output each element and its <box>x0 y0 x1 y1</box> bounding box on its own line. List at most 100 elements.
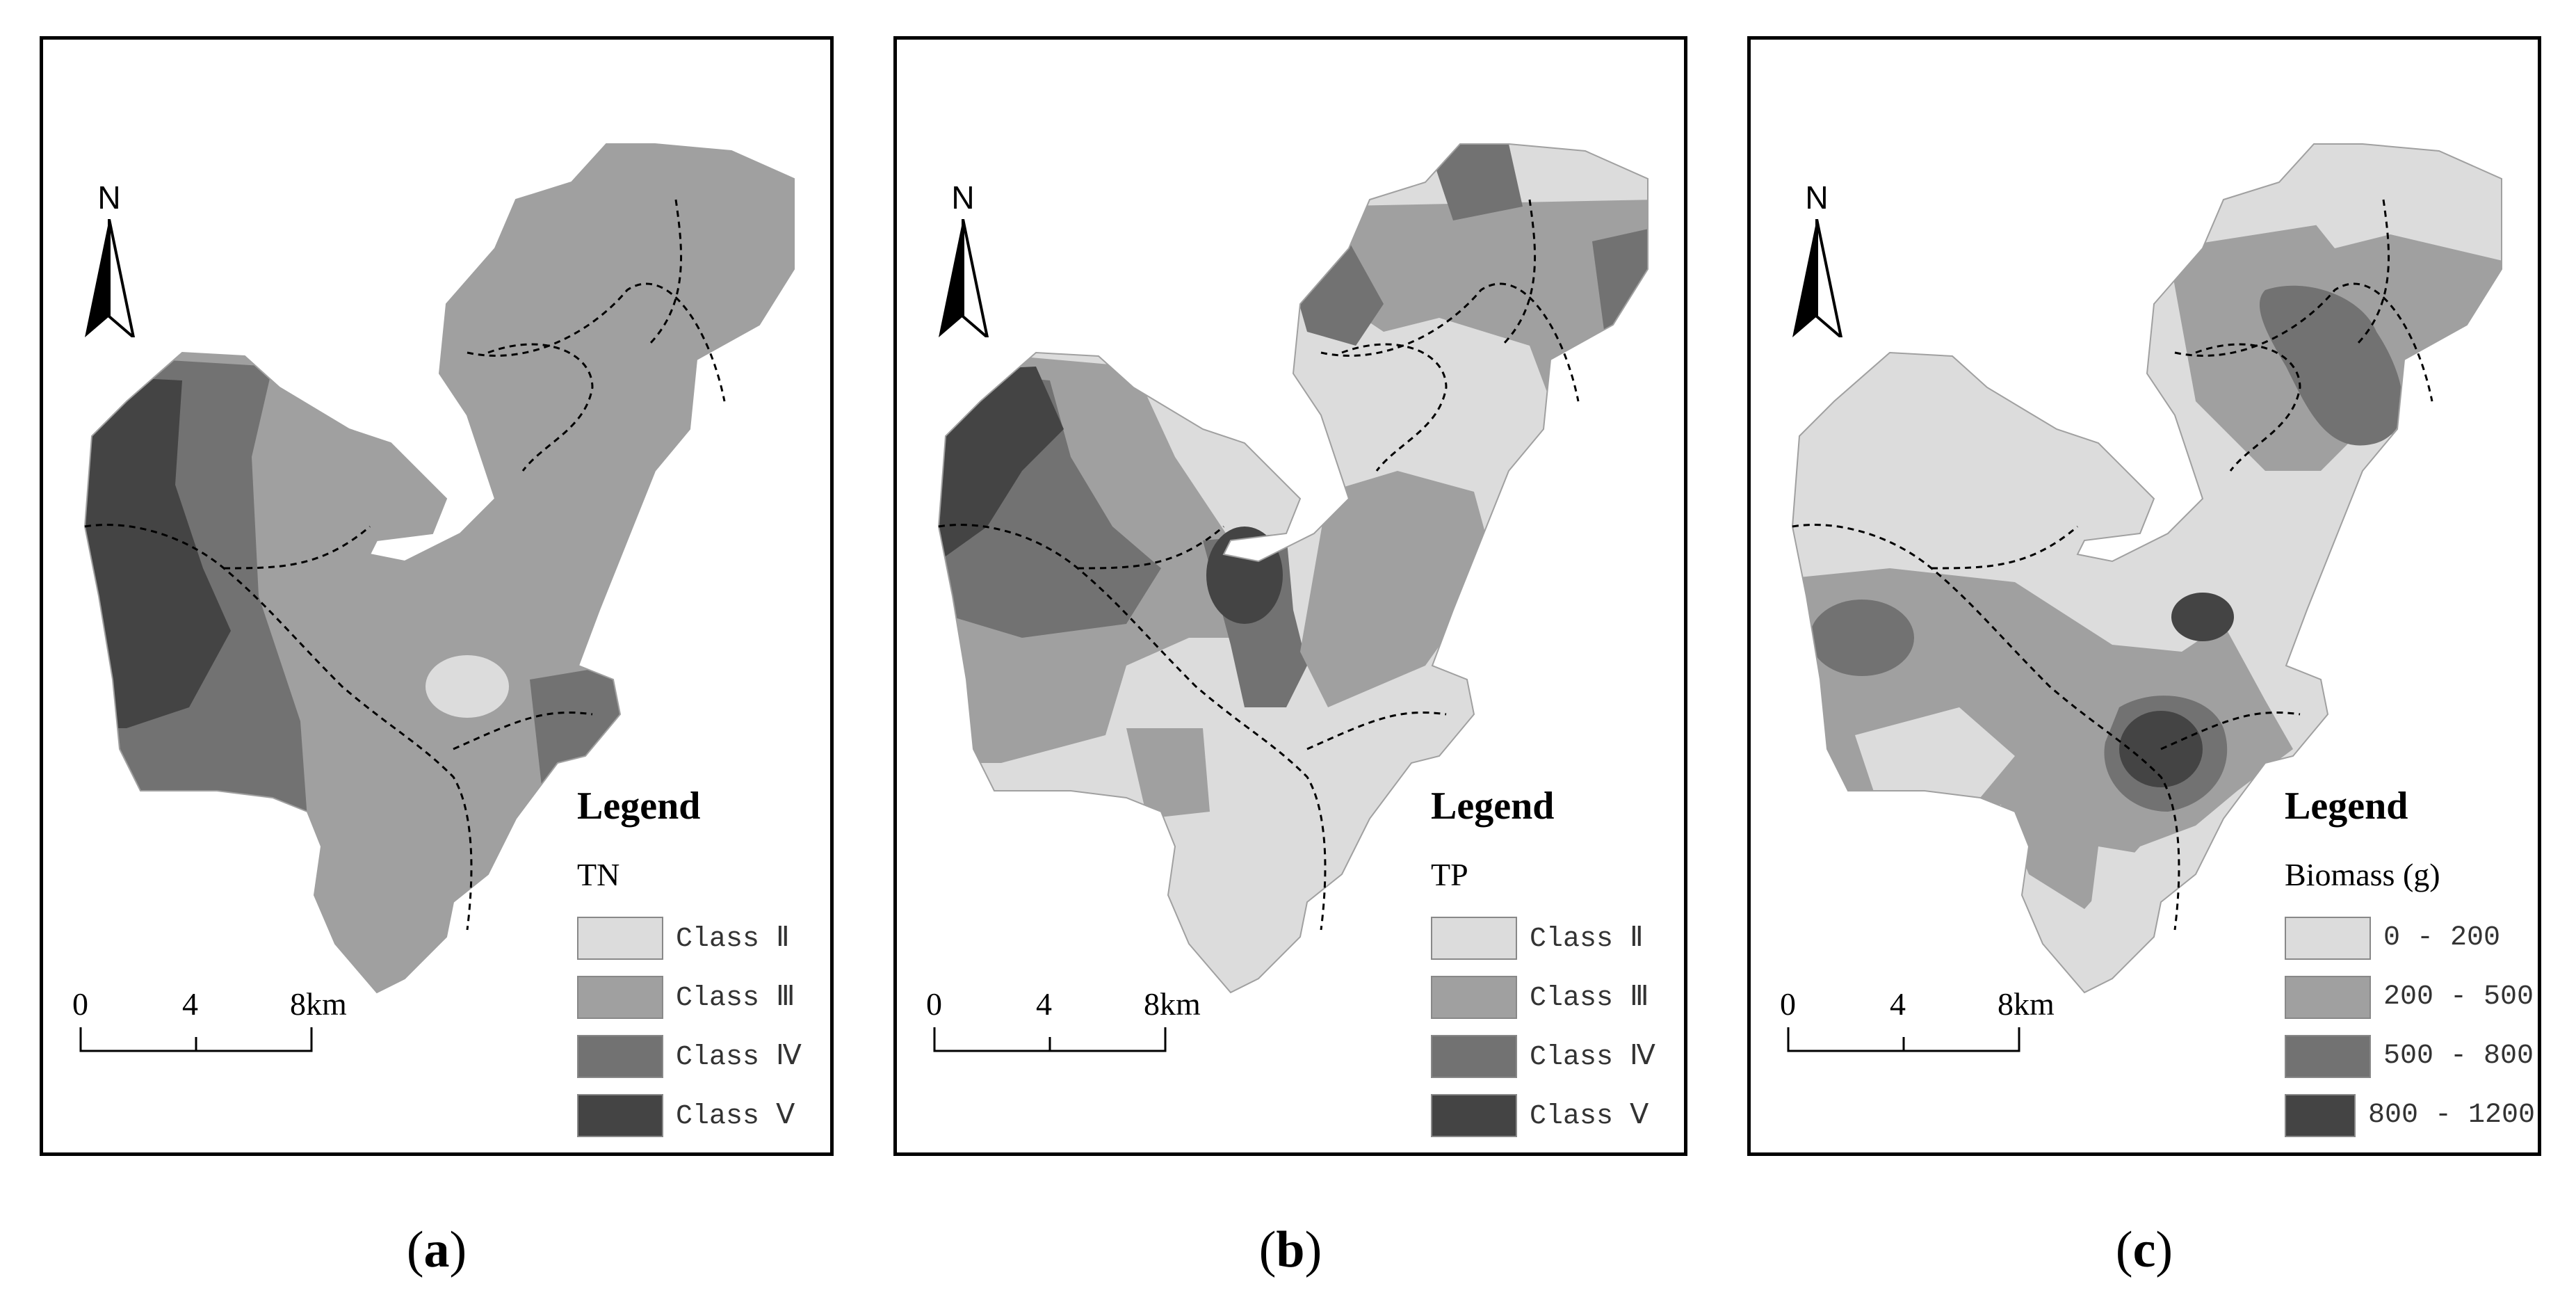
tp-class-iii-center <box>1300 471 1495 707</box>
region-outline <box>1791 143 2502 994</box>
legend-item: Class Ⅳ <box>1431 1027 1681 1086</box>
legend-title: Legend <box>2285 785 2408 828</box>
caption-letter: a <box>423 1221 450 1278</box>
biomass-800-1200-center <box>2171 593 2234 641</box>
caption-close: ) <box>2155 1221 2173 1278</box>
caption-open: ( <box>1258 1221 1277 1278</box>
tp-class-v-west <box>939 367 1064 561</box>
legend-label: Class Ⅴ <box>1530 1101 1649 1132</box>
legend-label: 200 - 500 <box>2383 981 2534 1013</box>
tp-class-iii-south <box>1126 728 1210 819</box>
scale-bar: 0 4 8km <box>1779 986 2071 1069</box>
north-arrow-icon <box>85 219 136 337</box>
biomass-500-800-west <box>1810 600 1914 676</box>
tp-class-iv-ne <box>1592 227 1648 353</box>
north-label: N <box>951 179 975 216</box>
legend-item: 500 - 800 <box>2285 1027 2535 1086</box>
river-lines <box>1792 199 2433 931</box>
scale-tick-8: 8km <box>1998 986 2055 1022</box>
tn-class-ii-area <box>426 655 509 718</box>
legend: Legend TP Class Ⅱ Class Ⅲ Class Ⅳ Class … <box>1431 784 1681 1145</box>
caption-letter: b <box>1276 1221 1305 1278</box>
legend-item: Class Ⅲ <box>1431 967 1681 1027</box>
biomass-map <box>1791 143 2502 994</box>
legend-variable: Biomass (g) <box>2285 857 2440 892</box>
legend-item: Class Ⅲ <box>577 967 827 1027</box>
legend-item: Class Ⅳ <box>577 1027 827 1086</box>
north-arrow: N <box>932 179 994 360</box>
scale-line <box>933 1027 1167 1052</box>
legend-swatch <box>2285 975 2371 1019</box>
scale-tick-0: 0 <box>1780 986 1796 1022</box>
scale-line <box>79 1027 313 1052</box>
biomass-0-200-ne <box>2279 144 2502 262</box>
legend-label: Class Ⅲ <box>1530 983 1649 1014</box>
legend-label: 500 - 800 <box>2383 1040 2534 1072</box>
scale-tick-4: 4 <box>1036 986 1052 1022</box>
scale-line <box>1787 1027 2020 1052</box>
legend-title: Legend <box>1431 785 1555 828</box>
legend-variable: TN <box>577 857 620 892</box>
scale-tick-0: 0 <box>72 986 88 1022</box>
scale-tick-4: 4 <box>1890 986 1906 1022</box>
caption-letter: c <box>2132 1221 2156 1278</box>
caption-a: (a) <box>332 1221 541 1280</box>
map-panel-a: N 0 4 8km Legend TN Class Ⅱ Class Ⅲ Clas… <box>40 36 834 1156</box>
legend-swatch <box>577 1093 663 1137</box>
map-panel-c: N 0 4 8km Legend Biomass (g) 0 - 200 200… <box>1747 36 2541 1156</box>
legend-label: Class Ⅳ <box>1530 1042 1655 1073</box>
legend-swatch <box>2285 1034 2371 1078</box>
biomass-0-200-sw <box>1855 707 2015 798</box>
north-arrow: N <box>1785 179 1848 360</box>
north-label: N <box>97 179 121 216</box>
north-arrow-icon <box>1792 219 1843 337</box>
river-lines <box>938 199 1580 931</box>
legend-swatch <box>577 1034 663 1078</box>
legend: Legend TN Class Ⅱ Class Ⅲ Class Ⅳ Class … <box>577 784 827 1145</box>
legend-label: 800 - 1200 <box>2367 1100 2535 1131</box>
legend-label: Class Ⅳ <box>676 1042 802 1073</box>
legend-swatch <box>577 975 663 1019</box>
tp-class-iv-n <box>1425 144 1523 220</box>
north-label: N <box>1805 179 1829 216</box>
legend-variable: TP <box>1431 857 1468 892</box>
region-outline <box>83 143 795 994</box>
legend-item: Class Ⅴ <box>577 1086 827 1145</box>
legend-title: Legend <box>577 785 701 828</box>
scale-tick-8: 8km <box>1144 986 1201 1022</box>
legend-item: Class Ⅱ <box>1431 908 1681 967</box>
north-arrow: N <box>78 179 140 360</box>
caption-close: ) <box>1304 1221 1322 1278</box>
legend-swatch <box>1431 916 1517 960</box>
legend-item: 200 - 500 <box>2285 967 2535 1027</box>
biomass-0-200-south-tip <box>2084 846 2154 979</box>
tp-map <box>937 143 1649 994</box>
tp-class-v-center <box>1206 527 1283 624</box>
caption-close: ) <box>449 1221 467 1278</box>
north-arrow-icon <box>939 219 989 337</box>
caption-c: (c) <box>2040 1221 2249 1280</box>
scale-bar: 0 4 8km <box>925 986 1217 1069</box>
legend-label: Class Ⅱ <box>676 924 790 955</box>
scale-tick-4: 4 <box>182 986 198 1022</box>
caption-b: (b) <box>1186 1221 1395 1280</box>
legend-item: 800 - 1200 <box>2285 1086 2535 1145</box>
legend-swatch <box>577 916 663 960</box>
legend-label: Class Ⅱ <box>1530 924 1644 955</box>
legend-swatch <box>1431 1034 1517 1078</box>
scale-bar: 0 4 8km <box>71 986 363 1069</box>
legend-label: Class Ⅲ <box>676 983 795 1014</box>
map-panel-b: N 0 4 8km Legend TP Class Ⅱ Class Ⅲ Clas… <box>893 36 1687 1156</box>
tn-map <box>83 143 795 994</box>
scale-tick-0: 0 <box>926 986 942 1022</box>
legend-label: Class Ⅴ <box>676 1101 795 1132</box>
legend-label: 0 - 200 <box>2383 922 2501 954</box>
legend-item: Class Ⅴ <box>1431 1086 1681 1145</box>
scale-tick-8: 8km <box>290 986 347 1022</box>
legend-item: 0 - 200 <box>2285 908 2535 967</box>
river-lines <box>84 199 726 931</box>
caption-open: ( <box>406 1221 424 1278</box>
region-outline <box>937 143 1649 994</box>
legend-swatch <box>2285 916 2371 960</box>
legend-swatch <box>2285 1093 2356 1137</box>
